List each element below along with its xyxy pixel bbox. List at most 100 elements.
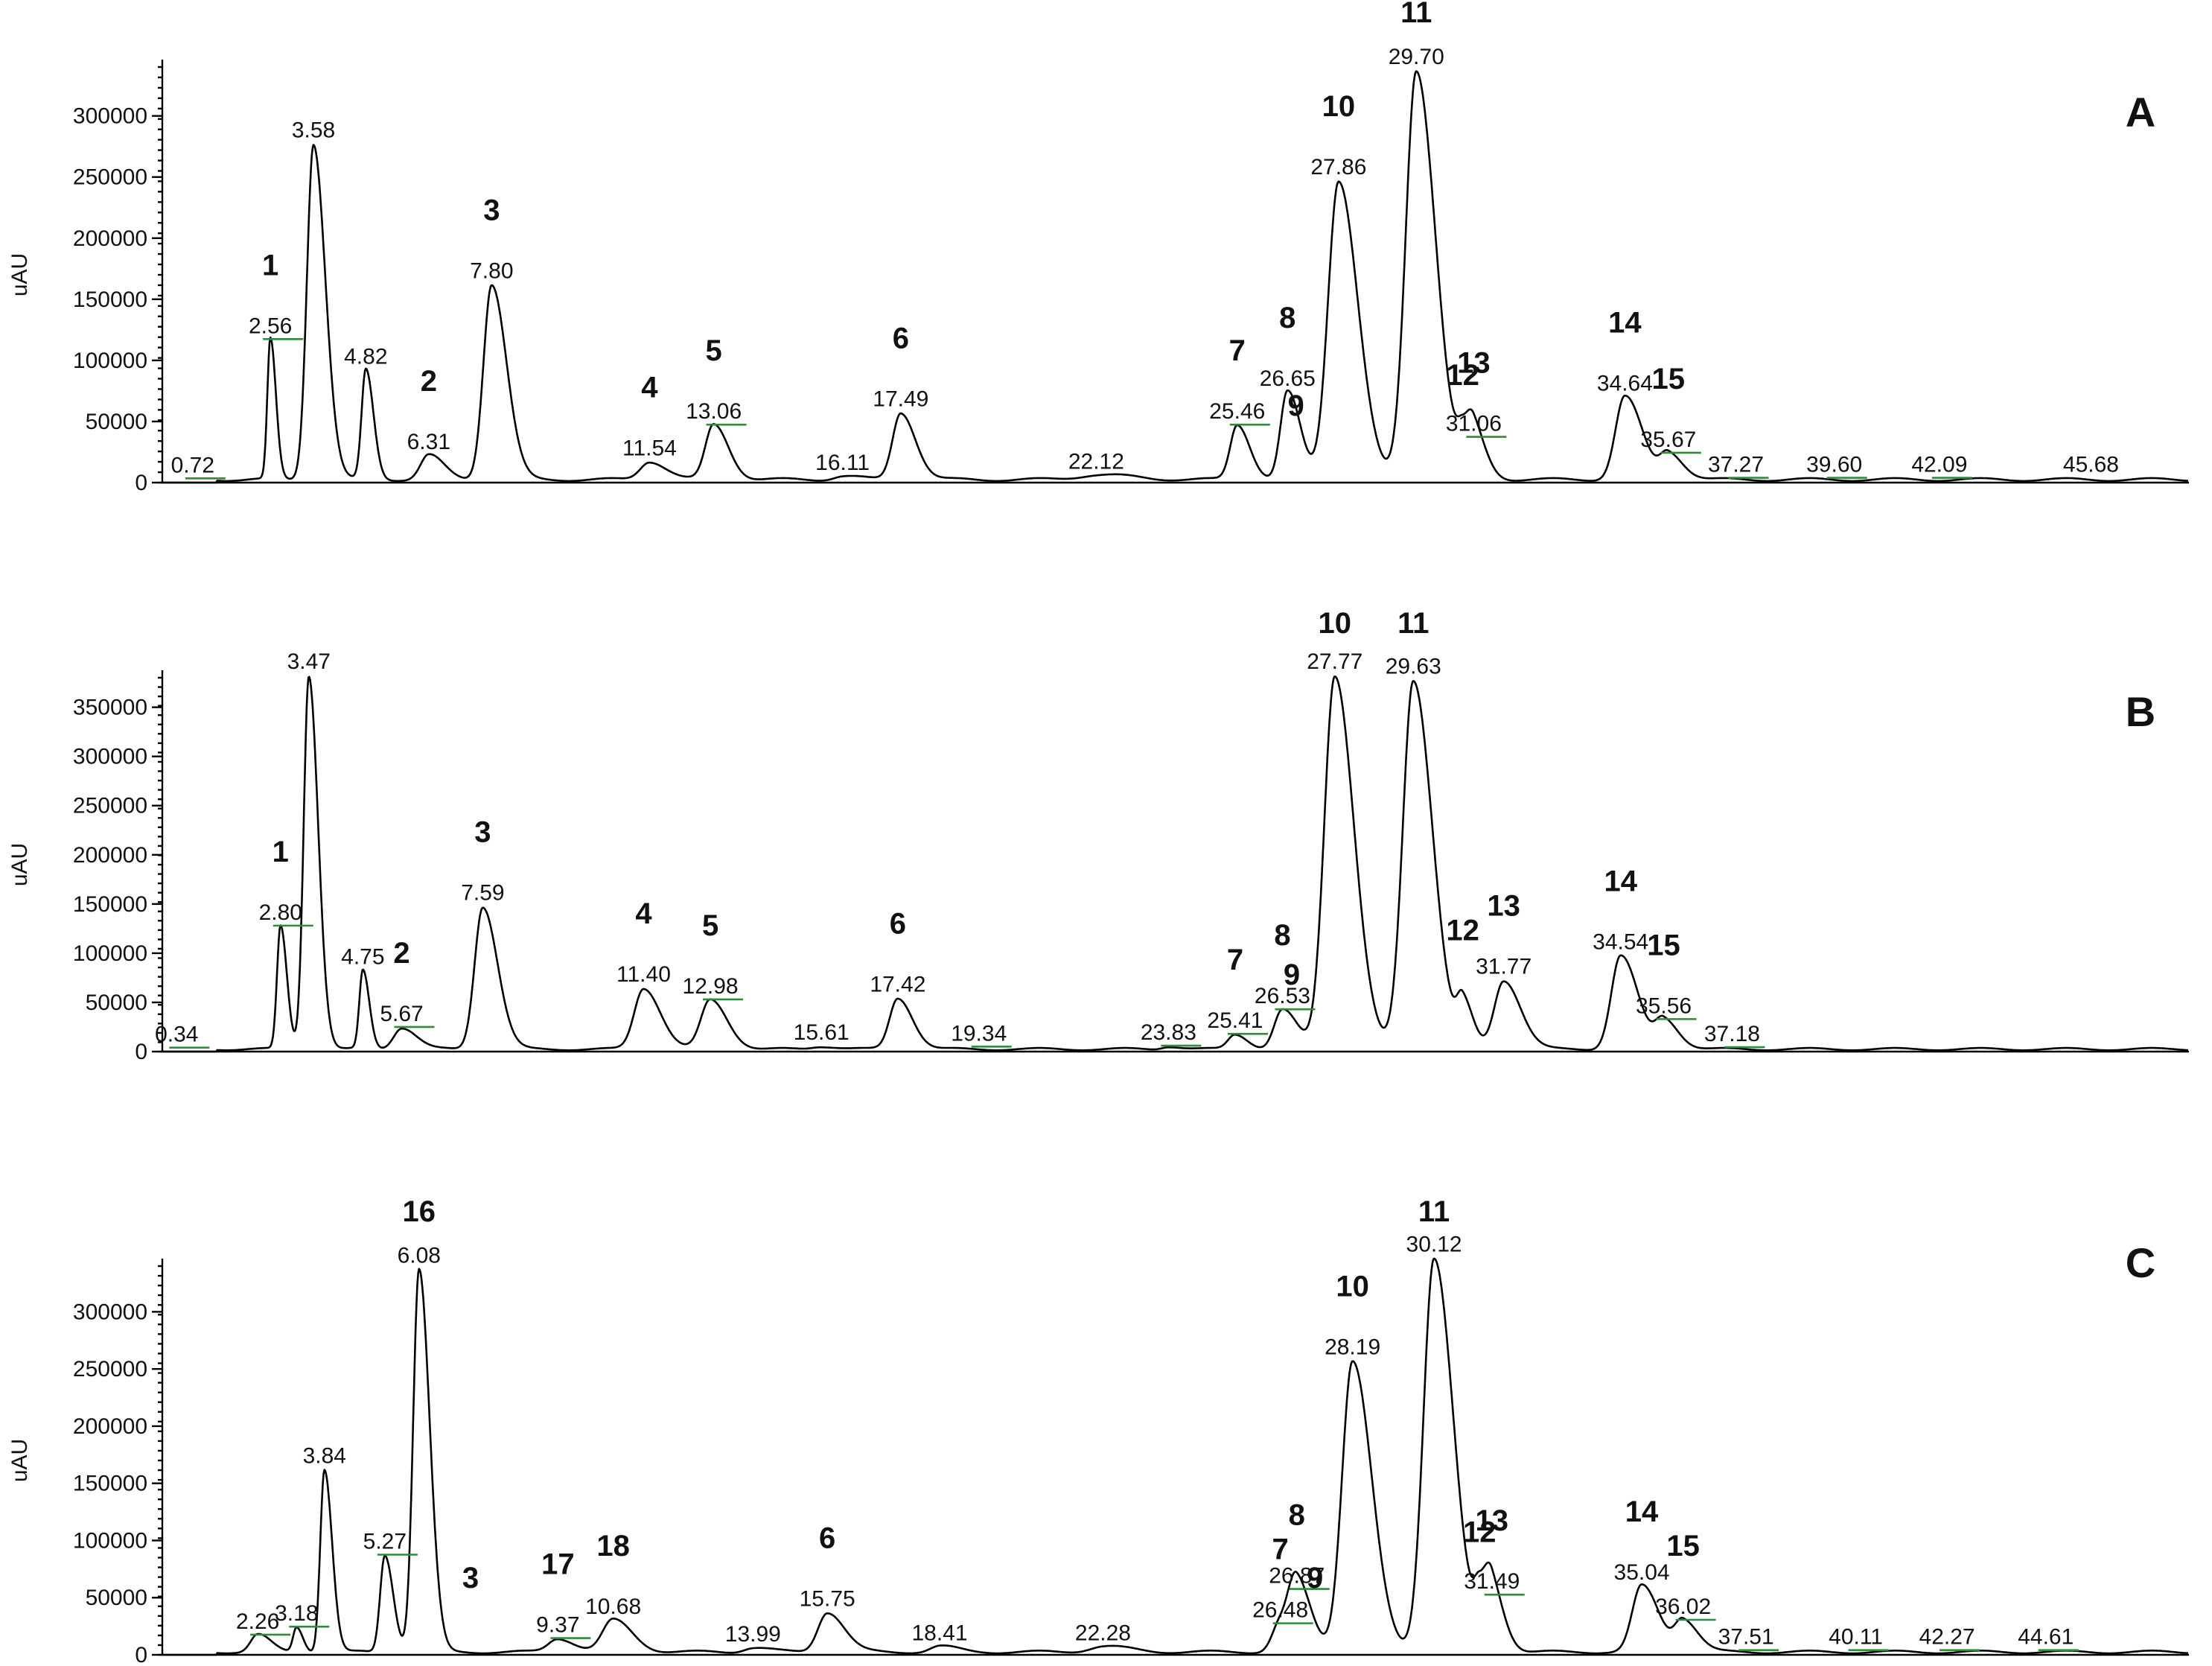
- peak-number-label: 4: [635, 897, 652, 930]
- retention-time-label: 44.61: [2018, 1625, 2074, 1650]
- retention-time-label: 15.61: [794, 1020, 850, 1045]
- y-tick-label: 0: [135, 1643, 147, 1666]
- retention-time-label: 11.54: [622, 436, 677, 460]
- peak-number-label: 9: [1287, 390, 1304, 422]
- peak-number-label: 8: [1289, 1499, 1305, 1532]
- retention-time-label: 26.65: [1260, 366, 1316, 391]
- y-tick-label: 50000: [86, 1586, 147, 1610]
- peak-number-label: 3: [483, 194, 500, 226]
- retention-time-label: 3.84: [303, 1443, 346, 1468]
- y-tick-label: 250000: [73, 165, 147, 190]
- chromatogram-trace: [162, 675, 2189, 1053]
- y-tick-label: 100000: [73, 349, 147, 373]
- chromatogram-trace: [162, 1257, 2189, 1656]
- y-tick-label: 150000: [73, 287, 147, 312]
- y-axis-label: uAU: [7, 253, 32, 296]
- peak-number-label: 12: [1463, 1516, 1497, 1549]
- retention-time-label: 3.58: [292, 118, 335, 143]
- retention-time-label: 2.56: [249, 314, 292, 338]
- retention-time-label: 5.67: [380, 1002, 423, 1026]
- y-tick-label: 250000: [73, 1357, 147, 1382]
- peak-number-label: 5: [705, 334, 721, 367]
- peak-number-label: 12: [1446, 915, 1479, 947]
- peak-number-label: 10: [1322, 90, 1356, 123]
- retention-time-label: 37.18: [1704, 1022, 1760, 1046]
- peak-number-label: 5: [702, 909, 718, 942]
- peak-number-label: 11: [1418, 1195, 1450, 1228]
- retention-time-label: 6.08: [398, 1244, 441, 1268]
- retention-time-label: 31.06: [1446, 412, 1502, 436]
- peak-number-label: 14: [1625, 1495, 1659, 1528]
- peak-number-label: 13: [1457, 347, 1491, 380]
- peak-number-label: 10: [1336, 1271, 1369, 1303]
- peak-number-label: 11: [1400, 0, 1432, 29]
- retention-time-label: 27.77: [1307, 649, 1362, 674]
- peak-number-label: 7: [1229, 334, 1246, 367]
- retention-time-label: 30.12: [1406, 1232, 1462, 1256]
- y-tick-label: 100000: [73, 941, 147, 966]
- retention-time-label: 17.49: [873, 387, 928, 412]
- y-tick-label: 200000: [73, 843, 147, 868]
- retention-time-label: 37.27: [1708, 453, 1764, 477]
- retention-time-label: 0.34: [155, 1023, 198, 1047]
- peak-number-label: 7: [1272, 1533, 1289, 1566]
- retention-time-label: 4.75: [341, 944, 384, 969]
- retention-time-label: 10.68: [585, 1595, 641, 1619]
- peak-number-label: 11: [1397, 607, 1429, 640]
- peak-number-label: 12: [1446, 359, 1479, 392]
- peak-number-label: 7: [1227, 944, 1243, 976]
- retention-time-label: 3.18: [275, 1601, 318, 1626]
- retention-time-label: 34.54: [1593, 930, 1648, 955]
- peak-number-label: 10: [1319, 607, 1352, 640]
- peak-number-label: 8: [1279, 302, 1295, 334]
- retention-time-label: 12.98: [683, 974, 739, 999]
- peak-number-label: 18: [596, 1530, 630, 1562]
- retention-time-label: 2.26: [236, 1609, 279, 1634]
- peak-number-label: 15: [1647, 929, 1680, 961]
- retention-time-label: 42.09: [1911, 453, 1967, 477]
- retention-time-label: 39.60: [1806, 453, 1862, 477]
- retention-time-label: 45.68: [2063, 453, 2119, 477]
- retention-time-label: 9.37: [536, 1613, 579, 1638]
- retention-time-label: 35.67: [1640, 427, 1696, 452]
- peak-number-label: 16: [403, 1195, 436, 1228]
- retention-time-label: 6.31: [407, 430, 450, 454]
- peak-number-label: 6: [893, 322, 909, 355]
- retention-time-label: 31.77: [1476, 955, 1531, 979]
- y-tick-label: 300000: [73, 745, 147, 769]
- peak-number-label: 15: [1652, 363, 1686, 395]
- peak-number-label: 3: [462, 1562, 479, 1595]
- retention-time-label: 34.64: [1597, 371, 1653, 395]
- retention-time-label: 35.04: [1614, 1560, 1670, 1585]
- peak-number-label: 17: [541, 1548, 575, 1581]
- retention-time-label: 7.59: [461, 880, 504, 905]
- y-tick-label: 50000: [86, 410, 147, 434]
- peak-number-label: 15: [1666, 1530, 1700, 1562]
- y-tick-label: 200000: [73, 1414, 147, 1439]
- panel-letter: B: [2126, 688, 2155, 735]
- retention-time-label: 5.27: [363, 1530, 407, 1554]
- retention-time-label: 19.34: [951, 1021, 1007, 1046]
- retention-time-label: 11.40: [616, 962, 671, 987]
- retention-time-label: 0.72: [171, 453, 214, 477]
- peak-number-label: 8: [1274, 919, 1290, 952]
- retention-time-label: 2.80: [259, 900, 302, 925]
- retention-time-label: 22.28: [1075, 1621, 1131, 1645]
- retention-time-label: 17.42: [870, 972, 925, 996]
- y-axis-label: uAU: [7, 843, 32, 886]
- y-tick-label: 0: [135, 471, 147, 495]
- retention-time-label: 23.83: [1141, 1020, 1196, 1045]
- retention-time-label: 36.02: [1655, 1595, 1711, 1619]
- y-tick-label: 300000: [73, 104, 147, 129]
- y-tick-label: 150000: [73, 892, 147, 917]
- y-tick-label: 350000: [73, 696, 147, 720]
- y-tick-label: 200000: [73, 226, 147, 251]
- y-tick-label: 0: [135, 1040, 147, 1064]
- retention-time-label: 26.53: [1255, 984, 1310, 1008]
- retention-time-label: 25.46: [1209, 399, 1265, 424]
- y-tick-label: 300000: [73, 1300, 147, 1324]
- peak-number-label: 2: [393, 937, 409, 970]
- chromatogram-panel-a: 0 50000 100000 150000 200000 250000 300000 uAU A…: [7, 0, 2189, 495]
- panel-letter: C: [2126, 1239, 2155, 1286]
